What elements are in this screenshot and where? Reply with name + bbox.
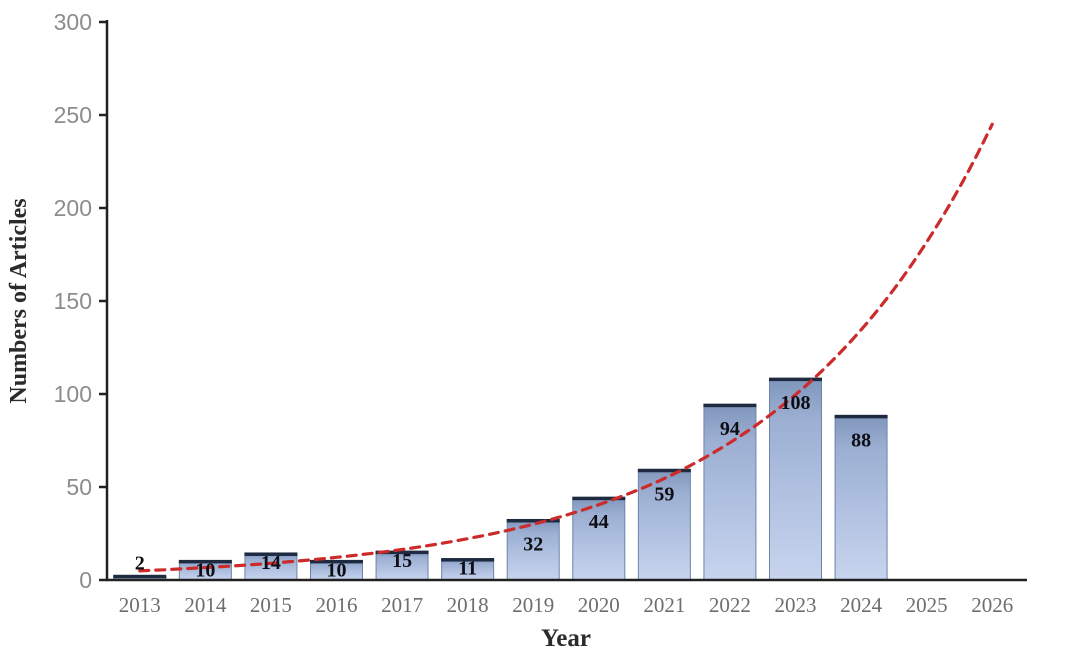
- bar-value-label: 2: [135, 552, 145, 574]
- x-tick-label: 2016: [316, 593, 358, 617]
- bar-cap-2016: [310, 559, 363, 564]
- bar-cap-2013: [113, 574, 167, 579]
- y-tick-label: 200: [54, 195, 92, 221]
- bar-2020: [572, 497, 626, 581]
- x-tick-label: 2017: [381, 593, 423, 617]
- bar-cap-2015: [244, 552, 298, 556]
- bar-2021: [637, 469, 691, 581]
- y-tick-label: 100: [54, 381, 92, 407]
- bar-2017: [375, 551, 429, 581]
- x-tick-label: 2022: [709, 593, 751, 617]
- bar-2024: [834, 415, 888, 581]
- trendline-path: [138, 122, 994, 573]
- y-axis-ticks: 0 50 100 150 200 250 300: [54, 9, 107, 593]
- bar-cap-2018: [441, 558, 495, 562]
- x-tick-label: 2021: [643, 593, 685, 617]
- bar-cap-2020: [572, 496, 626, 501]
- bar-cap-2021: [637, 468, 691, 473]
- bar-value-label: 11: [458, 558, 477, 580]
- bar-cap-2017: [375, 550, 429, 555]
- bar-2023: [769, 378, 822, 581]
- bar-2019: [506, 519, 560, 581]
- bar-value-label: 88: [851, 429, 871, 451]
- bar-value-label: 94: [720, 418, 740, 440]
- y-tick-label: 150: [54, 288, 92, 314]
- y-tick-label: 250: [54, 102, 92, 128]
- x-tick-label: 2019: [512, 593, 554, 617]
- x-tick-label: 2023: [775, 593, 817, 617]
- x-tick-label: 2026: [971, 593, 1013, 617]
- x-tick-label: 2025: [906, 593, 948, 617]
- x-tick-label: 2013: [119, 593, 161, 617]
- bar-value-label: 108: [781, 392, 811, 414]
- bar-series: [113, 377, 888, 581]
- x-axis-title: Year: [541, 625, 591, 652]
- bar-value-label: 15: [392, 550, 412, 572]
- bar-cap-2019: [506, 518, 560, 523]
- bar-cap-2023: [769, 377, 822, 382]
- x-tick-label: 2024: [840, 593, 883, 617]
- bar-value-label: 10: [327, 559, 347, 581]
- y-tick-label: 300: [54, 9, 92, 35]
- x-tick-label: 2020: [578, 593, 620, 617]
- y-axis-title: Numbers of Articles: [6, 198, 32, 403]
- bar-cap-2014: [178, 559, 232, 564]
- bar-value-label: 44: [589, 511, 609, 533]
- bar-cap-2024: [834, 414, 888, 419]
- bar-2015: [244, 553, 298, 581]
- axes: [105, 20, 1027, 582]
- bar-value-label: 32: [523, 533, 543, 555]
- x-axis-labels: 2013 2014 2015 2016 2017 2018 2019 2020 2021 2022…: [119, 593, 1013, 617]
- x-tick-label: 2018: [447, 593, 489, 617]
- x-tick-label: 2015: [250, 593, 292, 617]
- y-tick-label: 0: [79, 567, 92, 593]
- bar-value-labels: 2 10 14 10 15 11 32 44 59 94 108 88: [135, 392, 871, 581]
- trendline: [138, 122, 994, 573]
- y-tick-label: 50: [66, 474, 92, 500]
- x-tick-label: 2014: [184, 593, 227, 617]
- bar-value-label: 14: [261, 552, 281, 574]
- bar-cap-2022: [703, 403, 757, 408]
- bar-value-label: 10: [195, 559, 215, 581]
- bar-value-label: 59: [654, 483, 674, 505]
